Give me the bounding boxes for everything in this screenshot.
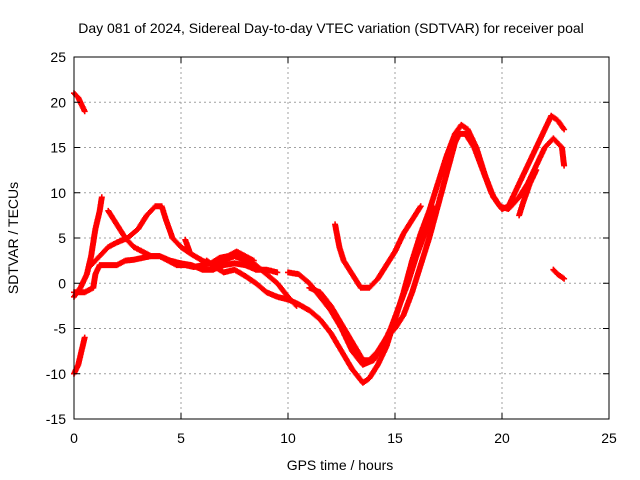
x-tick-label: 10: [280, 430, 296, 446]
data-point-markers: [306, 130, 568, 364]
data-point-markers: [332, 203, 424, 291]
series-arc-e: [88, 203, 300, 309]
series-arc-k: [332, 203, 424, 291]
grid: [74, 57, 609, 419]
series-arc-m: [550, 266, 568, 282]
y-axis-label: SDTVAR / TECUs: [5, 182, 21, 294]
x-tick-label: 5: [177, 430, 185, 446]
series-arc-l: [516, 167, 540, 219]
x-axis-label: GPS time / hours: [287, 457, 394, 473]
x-tick-label: 25: [601, 430, 617, 446]
series-arc-g: [182, 236, 193, 255]
y-tick-label: 10: [50, 185, 66, 201]
y-tick-labels: -15 -10 -5 0 5 10 15 20 25: [46, 49, 66, 427]
y-tick-label: -15: [46, 411, 66, 427]
x-tick-label: 20: [494, 430, 510, 446]
series-arc-c: [71, 194, 105, 300]
y-tick-label: 25: [50, 49, 66, 65]
y-tick-label: 0: [58, 275, 66, 291]
y-tick-label: 20: [50, 94, 66, 110]
data-point-markers: [71, 194, 105, 300]
y-tick-label: -5: [54, 321, 67, 337]
series-arc-j: [306, 130, 568, 364]
ticks: [73, 56, 610, 420]
x-tick-labels: 0 5 10 15 20 25: [70, 430, 617, 446]
data-point-markers: [516, 167, 540, 219]
y-tick-label: 15: [50, 140, 66, 156]
data-point-markers: [88, 203, 300, 309]
chart-title: Day 081 of 2024, Sidereal Day-to-day VTE…: [78, 20, 584, 36]
x-tick-label: 0: [70, 430, 78, 446]
y-tick-label: 5: [58, 230, 66, 246]
y-tick-label: -10: [46, 366, 66, 382]
data-point-markers: [550, 266, 568, 282]
data-point-markers: [182, 236, 193, 255]
x-tick-label: 15: [387, 430, 403, 446]
